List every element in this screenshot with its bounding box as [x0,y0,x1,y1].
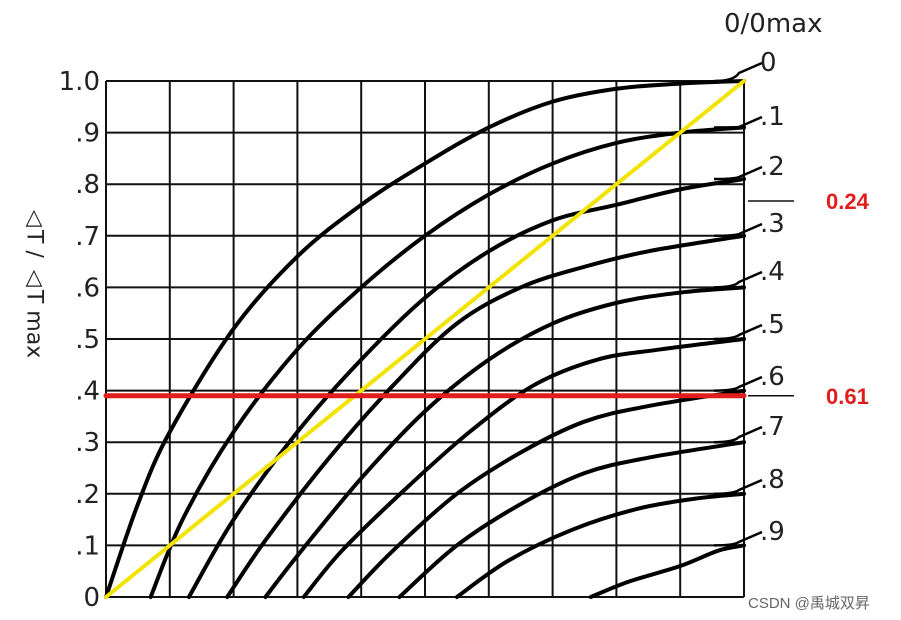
annotation-label: 0.24 [826,189,870,214]
annotation-label: 0.61 [826,384,869,409]
legend-label: .3 [760,209,785,239]
y-axis-label: △T / △T max [22,205,47,358]
yellow-diagonal-line [104,79,746,599]
curve-p1 [148,125,746,599]
legend-label: 0 [760,48,777,78]
legend-leader-line [713,270,763,289]
legend-leader-line [713,478,763,496]
watermark: CSDN @禹城双昇 [748,595,870,612]
curve-p5 [301,337,746,599]
y-tick-label: 1.0 [59,67,100,97]
legend-label: .5 [760,310,785,340]
curve-p8 [454,491,746,599]
y-tick-labels: 0 .1 .2 .3 .4 .5 .6 .7 .8 .9 1.0 [59,67,100,613]
legend-label: .9 [760,517,785,547]
curve-p3 [225,233,746,599]
y-tick-label: .8 [75,170,100,200]
legend-label: .8 [760,465,785,495]
legend-leader-line [713,425,763,444]
y-tick-label: .1 [75,531,100,561]
curve-p9 [588,543,746,599]
legend-leader-line [713,530,763,547]
legend-leader-line [713,115,763,129]
y-tick-label: .4 [75,377,100,407]
y-tick-label: .5 [75,325,100,355]
reference-lines [103,79,747,599]
legend-labels: 0 .1 .2 .3 .4 .5 .6 .7 .8 .9 [713,48,785,547]
curve-p6 [346,388,746,599]
y-tick-label: .3 [75,428,100,458]
legend-label: .4 [760,257,785,287]
legend-leader-line [713,375,763,392]
legend-label: .2 [760,152,785,182]
curve-0 [104,79,746,599]
legend-label: .6 [760,362,785,392]
y-tick-label: .9 [75,119,100,149]
y-tick-label: .2 [75,480,100,510]
curve-p7 [397,440,746,599]
legend-leader-line [713,165,763,181]
annotations: 0.24 0.61 [748,189,870,409]
curve-p4 [263,285,746,599]
curve-p2 [186,177,746,599]
legend-leader-line [713,323,763,341]
y-tick-label: .7 [75,222,100,252]
legend-leader-line [713,61,763,83]
curves [104,79,746,599]
legend-label: .1 [760,102,785,132]
legend-title: 0/0max [724,9,823,39]
y-tick-label: 0 [83,583,100,613]
legend-leader-line [713,222,763,238]
legend-label: .7 [760,412,785,442]
y-tick-label: .6 [75,273,100,303]
